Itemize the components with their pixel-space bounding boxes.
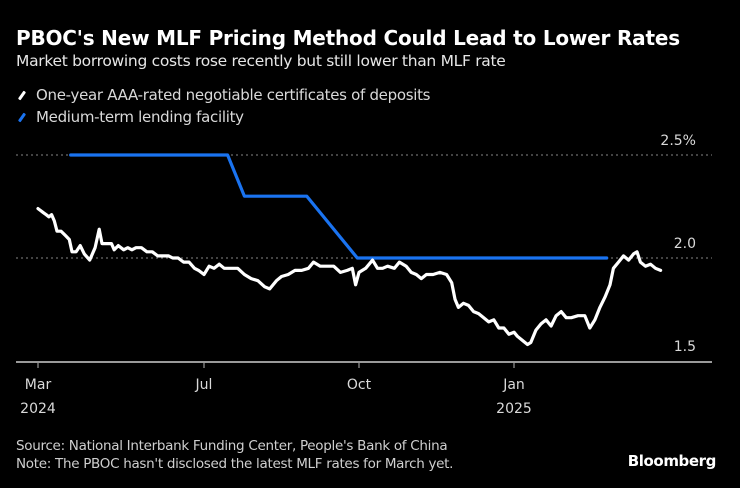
gridlines: [16, 154, 712, 259]
y-tick-label: 2.5%: [660, 133, 696, 149]
y-tick-label: 2.0: [674, 236, 696, 252]
legend-label-mlf: Medium-term lending facility: [36, 108, 244, 126]
x-tick-label: Jan: [502, 377, 525, 393]
series-line-ncd: [36, 207, 663, 347]
x-tick-sublabel: 2024: [20, 401, 56, 417]
legend-label-ncd: One-year AAA-rated negotiable certificat…: [36, 86, 431, 104]
y-tick-label: 1.5: [674, 339, 696, 355]
legend-item-ncd: One-year AAA-rated negotiable certificat…: [16, 84, 430, 106]
series-line-mlf: [69, 153, 609, 260]
series-lines: [36, 153, 663, 347]
legend: One-year AAA-rated negotiable certificat…: [16, 84, 430, 128]
x-tick-sublabel: 2025: [496, 401, 532, 417]
chart-subtitle: Market borrowing costs rose recently but…: [16, 52, 506, 70]
bloomberg-logo: Bloomberg: [627, 452, 717, 470]
source-note: Source: National Interbank Funding Cente…: [16, 438, 448, 454]
footnote: Note: The PBOC hasn't disclosed the late…: [16, 456, 454, 472]
x-tick-label: Jul: [195, 377, 213, 393]
x-axis: Mar 2024 Jul Oct Jan 2025: [16, 361, 712, 417]
legend-item-mlf: Medium-term lending facility: [16, 106, 430, 128]
chart-title: PBOC's New MLF Pricing Method Could Lead…: [16, 26, 680, 50]
footer: Source: National Interbank Funding Cente…: [16, 437, 453, 473]
y-axis-labels: 2.5% 2.0 1.5: [660, 133, 696, 355]
x-tick-label: Oct: [347, 377, 372, 393]
x-tick-label: Mar: [25, 377, 52, 393]
